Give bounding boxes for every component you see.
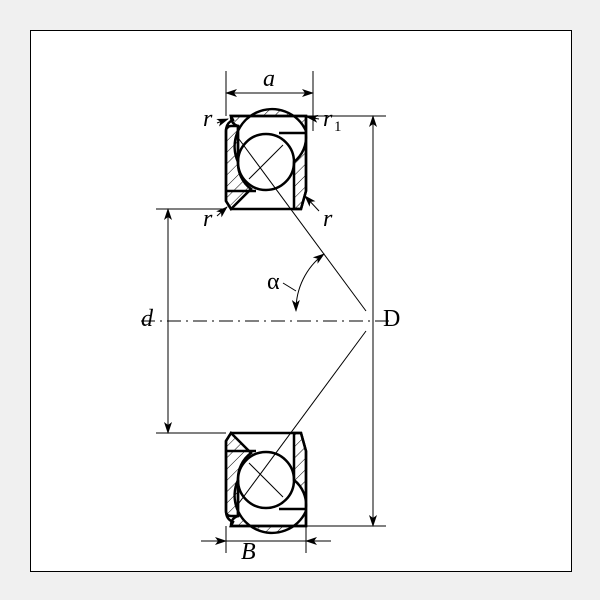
- label-r-tl: r: [203, 106, 213, 132]
- svg-text:1: 1: [334, 119, 342, 135]
- dim-d: [156, 209, 226, 433]
- svg-text:r: r: [323, 106, 333, 132]
- label-d: d: [141, 306, 154, 332]
- label-r1: r 1: [323, 106, 342, 135]
- bearing-diagram: a r r 1 r r α d D B: [31, 31, 571, 571]
- label-B: B: [241, 539, 256, 565]
- label-r-br: r: [323, 206, 333, 232]
- top-bearing-section: [226, 109, 306, 209]
- outer-frame: a r r 1 r r α d D B: [0, 0, 600, 600]
- bottom-bearing-section: [226, 433, 306, 533]
- label-a: a: [263, 66, 275, 92]
- drawing-sheet: a r r 1 r r α d D B: [30, 30, 572, 572]
- label-alpha: α: [267, 269, 280, 295]
- label-D: D: [383, 306, 400, 332]
- label-r-bl: r: [203, 206, 213, 232]
- angle-alpha: [283, 254, 324, 311]
